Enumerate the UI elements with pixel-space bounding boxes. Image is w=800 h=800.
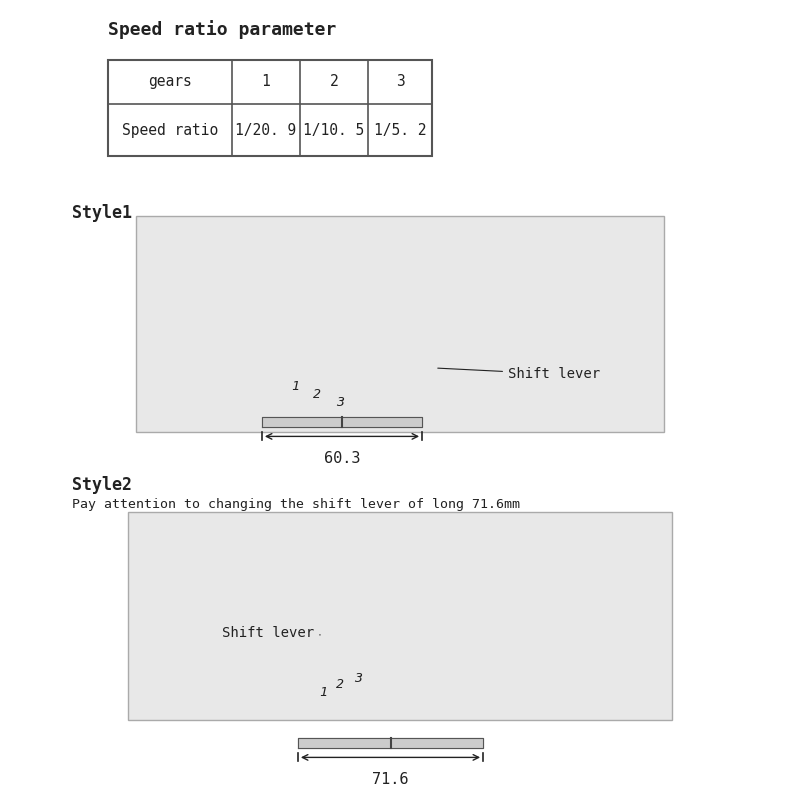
Text: 2: 2: [330, 74, 338, 90]
Text: Style1: Style1: [72, 204, 132, 222]
Bar: [136, 216, 664, 432]
Text: Shift lever: Shift lever: [438, 367, 600, 381]
Bar: [108, 60, 432, 156]
Text: 1/5. 2: 1/5. 2: [374, 122, 426, 138]
Text: Shift lever: Shift lever: [222, 626, 320, 640]
Text: Speed ratio parameter: Speed ratio parameter: [108, 20, 336, 39]
Text: 3: 3: [396, 74, 404, 90]
Text: Speed ratio: Speed ratio: [122, 122, 218, 138]
Text: gears: gears: [148, 74, 192, 90]
Text: 60.3: 60.3: [324, 451, 360, 466]
Text: 1/20. 9: 1/20. 9: [235, 122, 297, 138]
Polygon shape: [298, 738, 483, 748]
Polygon shape: [262, 418, 422, 426]
Bar: [128, 512, 672, 720]
Text: 3: 3: [336, 397, 344, 410]
Text: 1: 1: [319, 686, 327, 699]
Text: Pay attention to changing the shift lever of long 71.6mm: Pay attention to changing the shift leve…: [72, 498, 520, 510]
Text: 2: 2: [313, 389, 321, 402]
Text: 1/10. 5: 1/10. 5: [303, 122, 365, 138]
Text: 3: 3: [354, 671, 362, 685]
Text: 1: 1: [262, 74, 270, 90]
Text: Style2: Style2: [72, 476, 132, 494]
Text: 1: 1: [291, 381, 299, 394]
Text: 71.6: 71.6: [372, 772, 409, 786]
Text: 2: 2: [336, 678, 344, 691]
